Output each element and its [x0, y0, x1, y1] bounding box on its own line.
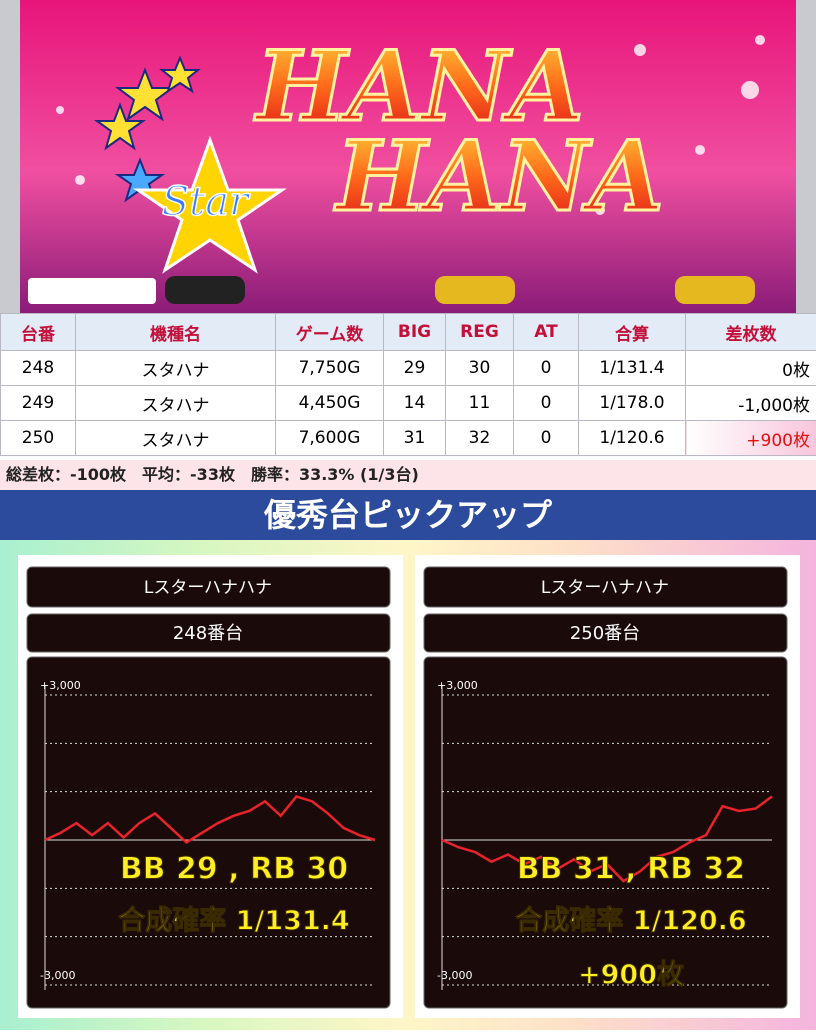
- table-cell: 0: [514, 421, 579, 456]
- table-cell: 14: [384, 386, 446, 421]
- table-cell: 1/120.6: [579, 421, 686, 456]
- header-cell: BIG: [384, 314, 446, 351]
- y-tick-label: -3,000: [437, 969, 472, 982]
- table-cell: 1/131.4: [579, 351, 686, 386]
- charts: Lスターハナハナ 248番台 +3,000 -3,000 BB 29 , RB 30 合成…: [0, 540, 816, 1030]
- table-cell: 249: [1, 386, 76, 421]
- reel-icon: [165, 276, 245, 304]
- plot-box: [27, 657, 390, 1008]
- table-cell: 32: [446, 421, 514, 456]
- table-cell: 0枚: [686, 351, 816, 386]
- header-cell: 合算: [579, 314, 686, 351]
- y-tick-label: +3,000: [40, 679, 81, 692]
- table-cell: 0: [514, 386, 579, 421]
- header-cell: 機種名: [76, 314, 276, 351]
- header-cell: 差枚数: [686, 314, 816, 351]
- table-cell: -1,000枚: [686, 386, 816, 421]
- table-cell: 1/178.0: [579, 386, 686, 421]
- chart-subtitle: 248番台: [173, 623, 243, 644]
- header-cell: ゲーム数: [276, 314, 384, 351]
- table-cell: スタハナ: [76, 351, 276, 386]
- table-cell: 4,450G: [276, 386, 384, 421]
- y-tick-label: -3,000: [40, 969, 75, 982]
- header-cell: REG: [446, 314, 514, 351]
- table-cell: スタハナ: [76, 386, 276, 421]
- table-cell: 7,750G: [276, 351, 384, 386]
- table-cell: 29: [384, 351, 446, 386]
- annotation: BB 31 , RB 32: [517, 852, 745, 887]
- notice-box: [28, 278, 156, 304]
- annotation: BB 29 , RB 30: [120, 852, 348, 887]
- banner-subtitle: Star: [162, 179, 251, 225]
- annotation: +900枚: [578, 960, 684, 991]
- table-cell: +900枚: [686, 421, 816, 456]
- reel-icon: [675, 276, 755, 304]
- summary: 総差枚：-100枚 平均：-33枚 勝率：33.3% (1/3台): [0, 460, 816, 490]
- annotation: 合成確率 1/120.6: [515, 905, 746, 937]
- header-cell: 台番: [1, 314, 76, 351]
- table-cell: 11: [446, 386, 514, 421]
- plot-box: [424, 657, 787, 1008]
- table-cell: 7,600G: [276, 421, 384, 456]
- section-title: 優秀台ピックアップ: [0, 490, 816, 540]
- table-cell: 30: [446, 351, 514, 386]
- reel-icon: [435, 276, 515, 304]
- chart-subtitle: 250番台: [570, 623, 640, 644]
- y-tick-label: +3,000: [437, 679, 478, 692]
- header-cell: AT: [514, 314, 579, 351]
- table-cell: 31: [384, 421, 446, 456]
- chart-title: Lスターハナハナ: [541, 578, 669, 598]
- banner: HANA HANA Star: [0, 0, 816, 313]
- banner-title: HANA: [333, 120, 663, 233]
- table-cell: 0: [514, 351, 579, 386]
- table-cell: スタハナ: [76, 421, 276, 456]
- pickup-area: Lスターハナハナ 248番台 +3,000 -3,000 BB 29 , RB 30 合成…: [0, 540, 816, 1030]
- chart-title: Lスターハナハナ: [144, 578, 272, 598]
- annotation: 合成確率 1/131.4: [118, 905, 349, 937]
- table-cell: 250: [1, 421, 76, 456]
- table-cell: 248: [1, 351, 76, 386]
